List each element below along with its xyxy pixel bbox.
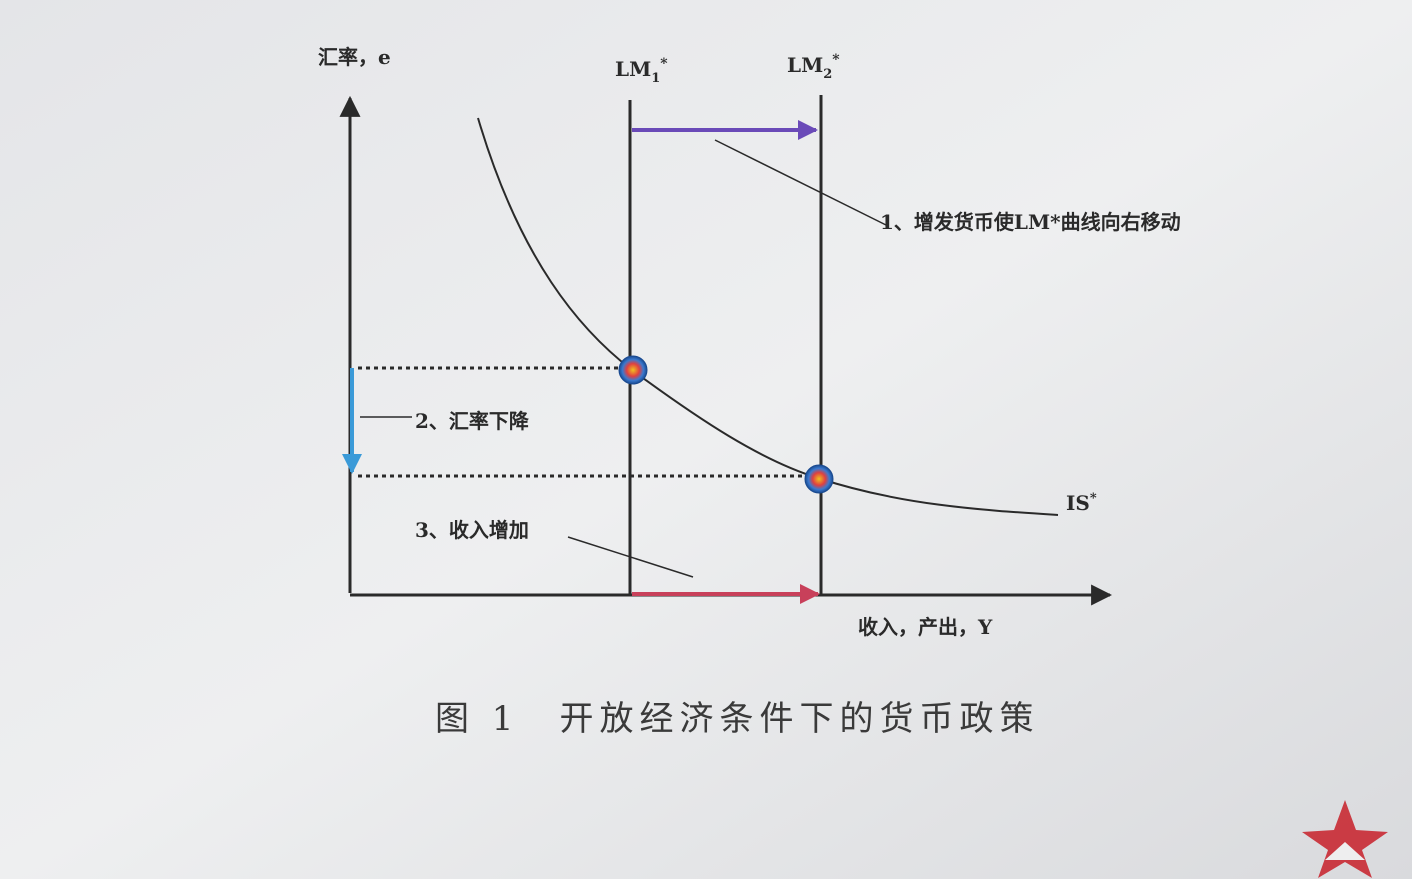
is-curve xyxy=(477,117,1059,516)
lm2-label: LM2* xyxy=(787,52,840,82)
label-base: LM xyxy=(615,57,651,81)
leader-line xyxy=(567,536,694,578)
is-label: IS* xyxy=(1066,491,1097,515)
annotation: 3、收入增加 xyxy=(415,518,529,542)
label-sub: 2 xyxy=(823,67,832,82)
annotation: 1、增发货币使LM*曲线向右移动 xyxy=(880,210,1181,234)
caption: 图 1 开放经济条件下的货币政策 xyxy=(435,699,1039,739)
leader-line xyxy=(714,139,889,227)
equilibrium-point xyxy=(618,355,648,385)
label-base: IS xyxy=(1066,491,1090,515)
lm1-label: LM1* xyxy=(615,56,668,86)
watermark-logo xyxy=(1302,800,1388,878)
label-sub: 1 xyxy=(651,71,660,86)
label-sup: * xyxy=(832,52,840,68)
x-axis-label: 收入，产出，Y xyxy=(858,615,993,639)
annotation: 2、汇率下降 xyxy=(415,409,530,433)
equilibrium-point xyxy=(804,464,834,494)
label-sup: * xyxy=(1090,491,1097,506)
label-sup: * xyxy=(660,56,668,72)
label-base: LM xyxy=(787,53,823,77)
y-axis-label: 汇率，e xyxy=(318,45,391,69)
